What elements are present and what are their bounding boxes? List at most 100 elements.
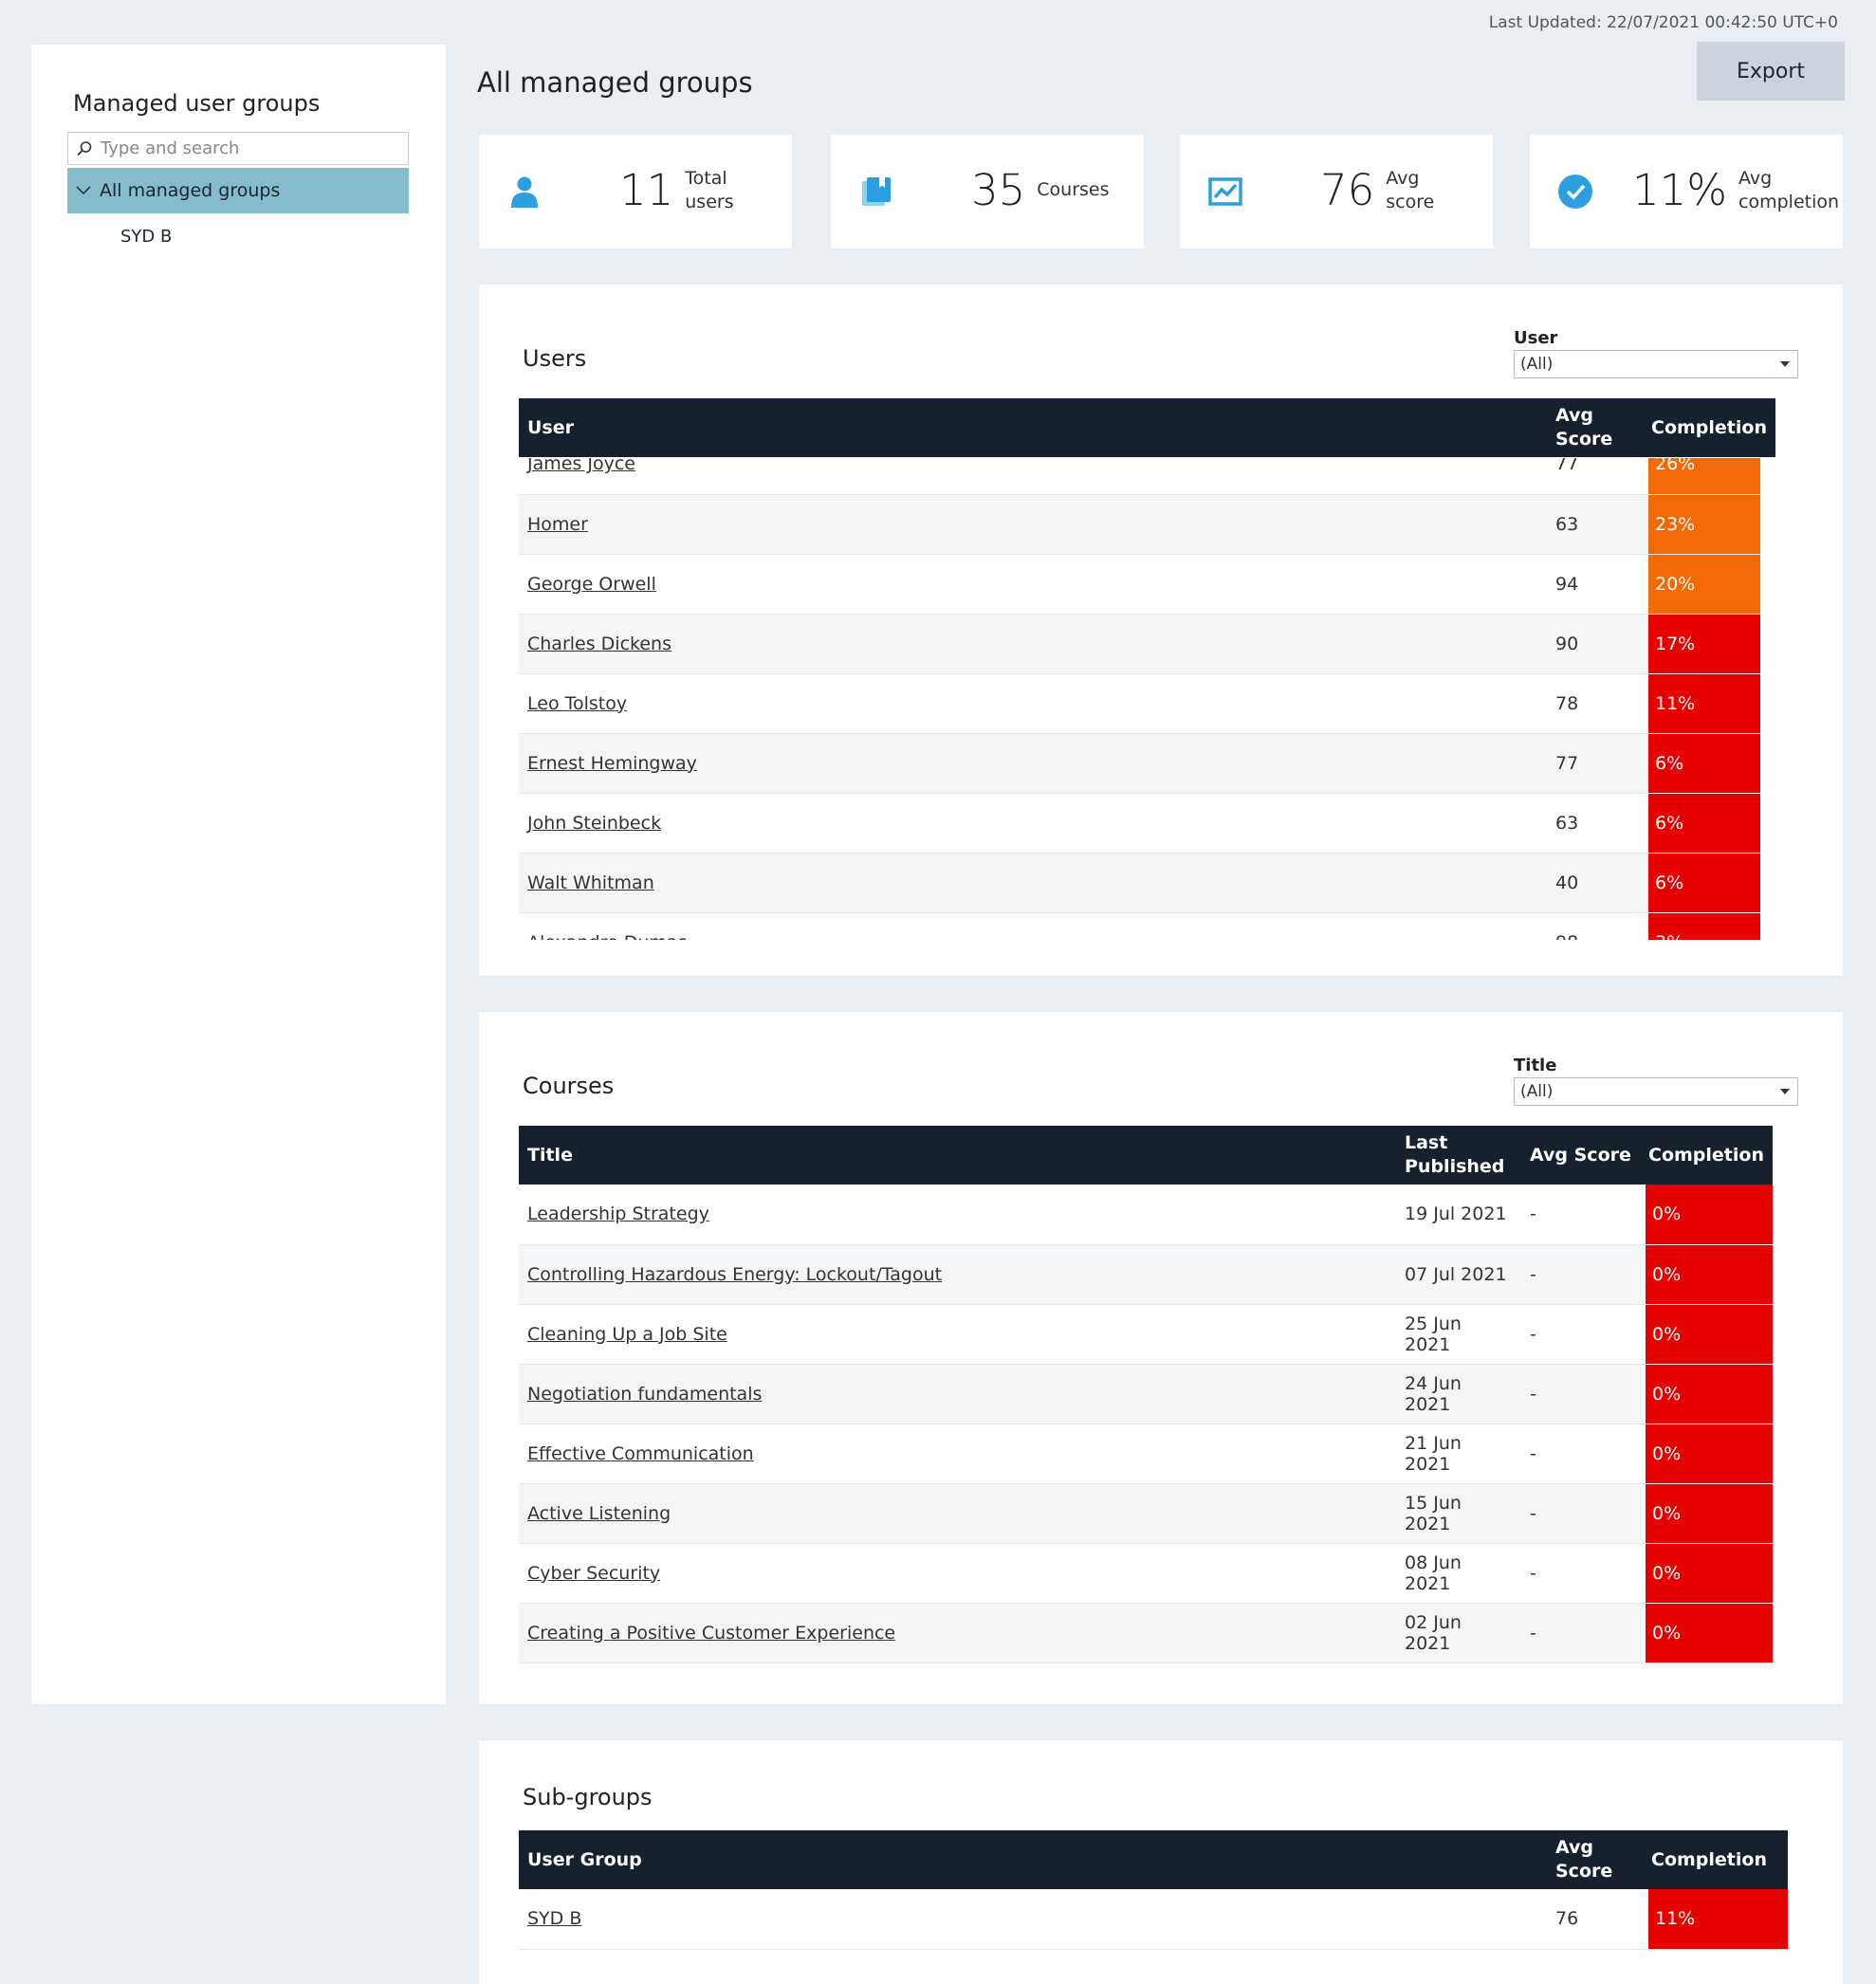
course-title-cell: Creating a Positive Customer Experience [519,1603,1396,1663]
user-group-cell: SYD B [519,1889,1555,1950]
column-header-title[interactable]: Title [519,1126,1396,1185]
kpi-label: Total users [685,167,734,212]
column-header-avg-score[interactable]: Avg Score [1521,1126,1646,1185]
group-search[interactable] [67,132,409,165]
chart-icon [1208,175,1242,209]
tree-item-label: All managed groups [100,180,281,201]
column-header-user-group[interactable]: User Group [519,1830,1555,1889]
table-row[interactable]: Active Listening 15 Jun 2021-0% [519,1483,1773,1544]
user-link[interactable]: James Joyce [527,458,635,475]
completion-cell: 0% [1646,1185,1773,1245]
last-published-cell: 25 Jun 2021 [1396,1304,1521,1365]
user-link[interactable]: George Orwell [527,573,656,595]
completion-cell: 6% [1648,793,1760,854]
user-link[interactable]: Alexandre Dumas [527,932,687,941]
avg-score-cell: 63 [1555,494,1648,555]
course-link[interactable]: Active Listening [527,1502,671,1524]
table-row[interactable]: Cleaning Up a Job Site 25 Jun 2021-0% [519,1304,1773,1365]
kpi-label: Avg completion [1738,167,1840,212]
avg-score-cell: 40 [1555,853,1648,913]
column-header-avg-score[interactable]: Avg Score [1555,398,1648,457]
subgroups-panel: Sub-groups User Group Avg Score Completi… [479,1740,1843,1984]
avg-score-cell: 77 [1555,733,1648,794]
user-icon [507,175,542,209]
dropdown-arrow-icon[interactable] [1780,361,1790,367]
course-link[interactable]: Controlling Hazardous Energy: Lockout/Ta… [527,1263,943,1285]
book-icon [859,175,893,209]
table-row[interactable]: John Steinbeck 63 6% [519,793,1760,854]
course-link[interactable]: Effective Communication [527,1442,754,1464]
search-input[interactable] [101,138,395,158]
last-published-cell: 08 Jun 2021 [1396,1543,1521,1604]
user-link[interactable]: Charles Dickens [527,633,671,654]
course-link[interactable]: Cleaning Up a Job Site [527,1323,727,1345]
user-filter-select[interactable]: (All) [1514,350,1798,378]
kpi-avg-completion: 11% Avg completion [1530,135,1843,248]
completion-cell: 0% [1646,1424,1773,1484]
completion-cell: 0% [1646,1244,1773,1305]
user-link[interactable]: John Steinbeck [527,812,662,834]
users-panel: Users User (All) James Joyce 77 26% Homer 63… [479,285,1843,976]
check-circle-icon [1558,175,1592,209]
table-row[interactable]: Walt Whitman 40 6% [519,853,1760,913]
user-link[interactable]: Homer [527,513,588,535]
completion-cell: 0% [1646,1483,1773,1544]
course-link[interactable]: Cyber Security [527,1562,661,1584]
user-group-link[interactable]: SYD B [527,1908,582,1930]
last-updated-text: Last Updated: 22/07/2021 00:42:50 UTC+0 [1488,13,1838,32]
course-link[interactable]: Leadership Strategy [527,1203,709,1225]
user-filter[interactable]: User (All) [1514,328,1798,378]
course-title-cell: Effective Communication [519,1424,1396,1484]
last-published-cell: 02 Jun 2021 [1396,1603,1521,1663]
table-row[interactable]: Controlling Hazardous Energy: Lockout/Ta… [519,1244,1773,1305]
table-row[interactable]: Negotiation fundamentals 24 Jun 2021-0% [519,1364,1773,1424]
title-filter-select[interactable]: (All) [1514,1077,1798,1106]
search-icon [68,140,101,157]
table-row[interactable]: Ernest Hemingway 77 6% [519,733,1760,794]
table-row[interactable]: Leadership Strategy 19 Jul 2021-0% [519,1185,1773,1245]
user-cell: Leo Tolstoy [519,673,1555,734]
table-row[interactable]: James Joyce 77 26% [519,458,1760,495]
completion-cell: 6% [1648,853,1760,913]
chevron-down-icon[interactable] [67,186,100,195]
table-row[interactable]: Homer 63 23% [519,494,1760,555]
kpi-courses: 35 Courses [831,135,1144,248]
title-filter[interactable]: Title (All) [1514,1056,1798,1106]
course-title-cell: Active Listening [519,1483,1396,1544]
last-published-cell: 21 Jun 2021 [1396,1424,1521,1484]
table-row[interactable]: Effective Communication 21 Jun 2021-0% [519,1424,1773,1484]
tree-item-syd-b[interactable]: SYD B [120,227,173,247]
last-published-cell: 15 Jun 2021 [1396,1483,1521,1544]
column-header-user[interactable]: User [519,398,1555,457]
table-row[interactable]: Cyber Security 08 Jun 2021-0% [519,1543,1773,1604]
users-table-scroll[interactable]: James Joyce 77 26% Homer 63 23% George Orwell 9… [519,458,1769,940]
table-row[interactable]: Alexandre Dumas 983% [519,912,1760,940]
avg-score-cell: 90 [1555,614,1648,674]
tree-item-all-managed-groups[interactable]: All managed groups [67,168,409,213]
kpi-avg-score: 76 Avg score [1180,135,1493,248]
user-link[interactable]: Leo Tolstoy [527,692,628,714]
table-row[interactable]: SYD B 76 11% [519,1889,1788,1950]
subgroups-title: Sub-groups [523,1784,653,1810]
user-cell: Charles Dickens [519,614,1555,674]
table-row[interactable]: George Orwell 94 20% [519,554,1760,615]
dropdown-arrow-icon[interactable] [1780,1089,1790,1094]
users-table-header: User Avg Score Completion [519,398,1775,457]
column-header-last-published[interactable]: Last Published [1396,1126,1521,1185]
completion-cell: 20% [1648,554,1760,615]
user-link[interactable]: Ernest Hemingway [527,752,697,774]
export-button[interactable]: Export [1697,42,1845,101]
avg-score-cell: - [1521,1304,1646,1365]
column-header-completion[interactable]: Completion [1646,1126,1773,1185]
table-row[interactable]: Leo Tolstoy 78 11% [519,673,1760,734]
column-header-completion[interactable]: Completion [1648,398,1775,457]
table-row[interactable]: Creating a Positive Customer Experience 0… [519,1603,1773,1663]
user-cell: Alexandre Dumas [519,912,1555,940]
column-header-avg-score[interactable]: Avg Score [1555,1830,1648,1889]
column-header-completion[interactable]: Completion [1648,1830,1788,1889]
table-row[interactable]: Charles Dickens 90 17% [519,614,1760,674]
course-link[interactable]: Creating a Positive Customer Experience [527,1622,896,1644]
filter-value: (All) [1520,1082,1554,1101]
course-link[interactable]: Negotiation fundamentals [527,1383,763,1405]
user-link[interactable]: Walt Whitman [527,872,654,893]
